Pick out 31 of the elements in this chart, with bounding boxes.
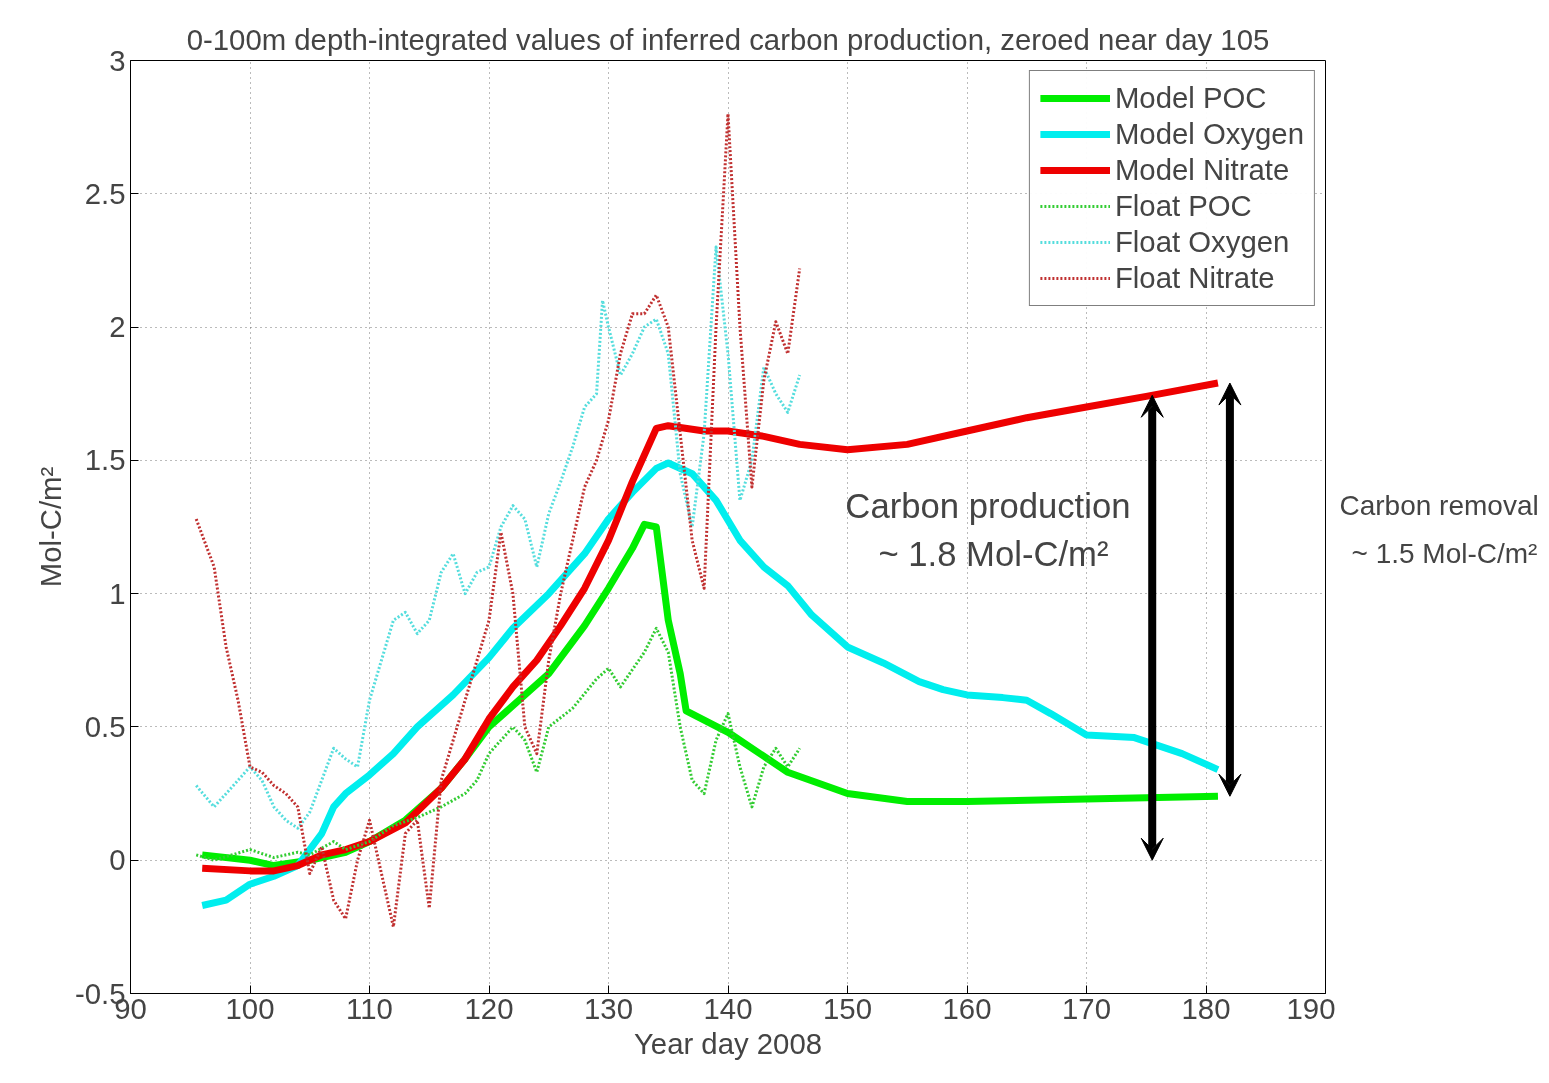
x-tick-label: 180 bbox=[1181, 991, 1231, 1025]
line-series bbox=[194, 112, 802, 929]
y-tick-label: 3 bbox=[109, 43, 126, 77]
annotation: Carbon production ~ 1.8 Mol-C/m² bbox=[845, 486, 1131, 573]
y-axis-title: Mol-C/m² bbox=[33, 466, 67, 588]
y-tick-label: 1.5 bbox=[84, 443, 126, 477]
x-tick-label: 100 bbox=[225, 991, 275, 1025]
text: Carbon removal ~ 1.5 Mol-C/m² bbox=[1339, 490, 1539, 570]
x-tick-label: 190 bbox=[1286, 991, 1336, 1025]
y-tick-label: 2 bbox=[109, 310, 126, 344]
y-tick-label: 0.5 bbox=[84, 709, 126, 743]
y-tick-label: 2.5 bbox=[84, 176, 126, 210]
x-tick-label: 150 bbox=[823, 991, 872, 1025]
x-tick-label: 160 bbox=[942, 991, 992, 1025]
line-series bbox=[194, 626, 802, 862]
legend-label: Float Nitrate bbox=[1114, 261, 1275, 295]
x-tick-label: 140 bbox=[703, 991, 753, 1025]
x-tick-label: 170 bbox=[1062, 991, 1111, 1025]
y-tick-label: 0 bbox=[109, 843, 126, 877]
legend-label: Float Oxygen bbox=[1114, 225, 1290, 259]
chart-title: 0-100m depth-integrated values of inferred carbon production, zeroed near day 105 bbox=[186, 22, 1270, 56]
x-tick-label: 110 bbox=[346, 991, 393, 1025]
x-axis-title: Year day 2008 bbox=[633, 1026, 823, 1060]
y-tick-label: 1 bbox=[109, 576, 126, 610]
legend-label: Float POC bbox=[1114, 189, 1252, 223]
legend-label: Model Nitrate bbox=[1114, 153, 1290, 187]
x-tick-label: 130 bbox=[584, 991, 633, 1025]
legend-label: Model POC bbox=[1114, 81, 1267, 115]
line-series bbox=[194, 245, 802, 830]
x-tick-label: 120 bbox=[464, 991, 514, 1025]
legend-label: Model Oxygen bbox=[1114, 117, 1304, 151]
